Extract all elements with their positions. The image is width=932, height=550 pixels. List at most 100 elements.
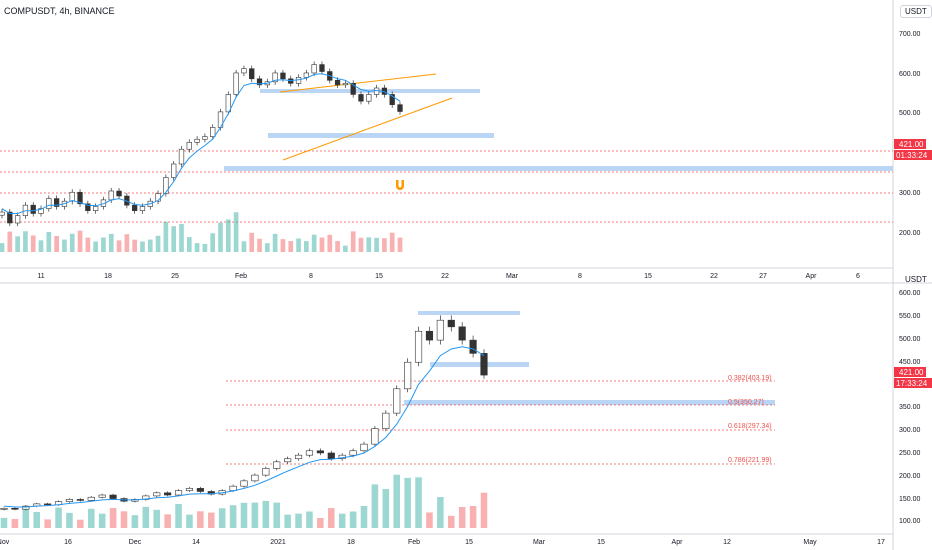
candle-body: [69, 191, 75, 202]
candle-body: [14, 215, 21, 224]
candle-body: [366, 94, 372, 102]
candle-body: [98, 494, 106, 498]
volume-bar: [208, 512, 215, 528]
top-x-tick: 22: [441, 273, 449, 280]
bottom-y-tick: 150.00: [899, 496, 921, 503]
fib-label-0786: 0.786(221.99): [728, 457, 772, 464]
volume-bar: [124, 234, 130, 252]
candle-body: [139, 206, 146, 211]
top-x-tick: 18: [104, 273, 112, 280]
candle-body: [414, 330, 423, 363]
volume-bar: [101, 237, 106, 252]
volume-bar: [46, 232, 52, 252]
candle-body: [87, 496, 95, 501]
candle-body: [272, 72, 278, 83]
volume-bar: [218, 508, 226, 528]
volume-bar: [317, 518, 324, 528]
bottom-ema-line: [3, 346, 485, 508]
candle-body: [44, 503, 52, 506]
top-y-tick: 600.00: [899, 71, 921, 78]
top-volume-bars: [0, 212, 403, 252]
top-ema-line: [1, 73, 401, 214]
volume-bar: [140, 241, 145, 252]
candle-body: [425, 330, 434, 341]
volume-bar: [197, 511, 204, 528]
candle-body: [303, 72, 309, 78]
candle-body: [251, 474, 259, 482]
price-tag-bottom: 421.00 17:33:24: [894, 367, 932, 388]
candle-body: [334, 79, 341, 86]
volume-bar: [448, 515, 455, 528]
volume-bar: [262, 500, 270, 528]
candle-body: [280, 72, 286, 80]
currency-unit-label: USDT: [905, 275, 927, 284]
volume-bar: [273, 502, 280, 528]
volume-bar: [98, 513, 106, 528]
axes: 700.00600.00500.00400.00300.00200.001118…: [0, 31, 921, 546]
top-x-tick: 8: [578, 273, 582, 280]
top-y-tick: 300.00: [899, 190, 921, 197]
volume-bar: [284, 514, 291, 528]
candle-body: [202, 136, 208, 140]
candle-body: [11, 507, 19, 510]
bottom-volume-bars: [0, 474, 488, 528]
bottom-x-tick: 14: [192, 539, 200, 546]
volume-bar: [415, 477, 422, 528]
volume-bar: [264, 243, 270, 252]
neckline-zone-bottom[interactable]: [430, 362, 529, 367]
bottom-y-tick: 300.00: [899, 427, 921, 434]
volume-bar: [249, 232, 255, 252]
candle-body: [316, 450, 324, 454]
candle-body: [397, 104, 403, 112]
volume-bar: [229, 505, 237, 528]
candle-body: [382, 412, 390, 429]
volume-bar: [108, 233, 114, 252]
bottom-x-tick: Nov: [0, 539, 10, 546]
top-x-tick: 11: [37, 273, 44, 280]
volume-bar: [186, 514, 193, 528]
bottom-x-tick: May: [803, 539, 817, 546]
top-x-tick: 6: [856, 273, 860, 280]
candle-body: [273, 461, 281, 469]
volume-bar: [304, 241, 309, 252]
candle-body: [241, 68, 247, 74]
top-y-tick: 200.00: [899, 230, 921, 237]
volume-bar: [7, 231, 13, 252]
candle-body: [38, 208, 44, 214]
magnet-icon[interactable]: [396, 180, 404, 190]
symbol-title: COMPUSDT, 4h, BINANCE: [4, 6, 115, 16]
volume-bar: [319, 237, 325, 252]
volume-bar: [93, 241, 98, 252]
candle-body: [284, 458, 292, 463]
candle-body: [85, 203, 91, 211]
neckline-zone-top[interactable]: [268, 133, 494, 138]
volume-bar: [296, 238, 301, 252]
candle-body: [342, 83, 349, 86]
bottom-y-tick: 500.00: [899, 336, 921, 343]
volume-bar: [382, 238, 387, 252]
volume-bar: [11, 519, 19, 528]
volume-bar: [288, 241, 294, 252]
volume-bar: [85, 237, 91, 252]
candle-body: [349, 450, 357, 456]
trendline-lower[interactable]: [282, 97, 453, 161]
volume-bar: [240, 502, 248, 528]
bottom-x-tick: Feb: [408, 539, 420, 546]
volume-bar: [120, 511, 128, 528]
currency-unit-button[interactable]: USDT: [900, 5, 932, 18]
trendline-upper[interactable]: [279, 73, 437, 93]
support-zone-bottom[interactable]: [404, 400, 775, 405]
volume-bar: [88, 508, 95, 528]
volume-bar: [147, 239, 153, 252]
candle-body: [116, 190, 122, 197]
volume-bar: [280, 239, 286, 252]
volume-bar: [374, 237, 379, 252]
bottom-x-tick: 12: [723, 539, 731, 546]
volume-bar: [22, 506, 30, 528]
resistance-zone-bottom[interactable]: [418, 311, 520, 315]
volume-bar: [186, 237, 192, 252]
support-zone-top[interactable]: [224, 166, 893, 171]
volume-bar: [371, 484, 379, 528]
candle-body: [194, 138, 200, 143]
